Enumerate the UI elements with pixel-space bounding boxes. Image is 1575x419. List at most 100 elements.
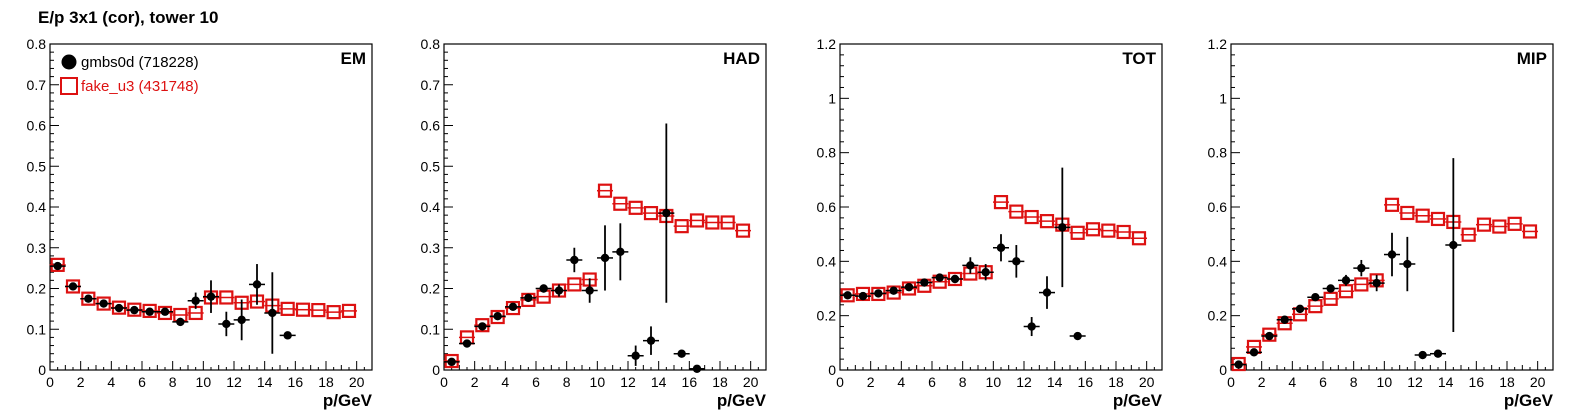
y-tick-label: 0.7 [27, 77, 47, 93]
mc-point [475, 318, 490, 333]
data-point [692, 364, 702, 373]
x-tick-label: 2 [1258, 374, 1266, 390]
y-tick-label: 0.1 [27, 321, 47, 337]
data-point [252, 280, 262, 289]
x-tick-label: 18 [1499, 374, 1515, 390]
data-point [646, 336, 656, 345]
x-tick-label: 0 [440, 374, 448, 390]
data-point [130, 305, 139, 315]
y-tick-label: 0.4 [1208, 253, 1228, 269]
data-point [539, 284, 548, 293]
panel-label: HAD [723, 49, 760, 68]
mc-point [1085, 222, 1101, 237]
data-point [493, 312, 502, 321]
data-point [616, 247, 625, 257]
series-fake-u3 [839, 195, 1147, 303]
y-tick-label: 1 [1219, 90, 1227, 106]
x-tick-label: 16 [1078, 374, 1094, 390]
x-tick-label: 12 [1407, 374, 1423, 390]
x-tick-label: 0 [836, 374, 844, 390]
data-point [874, 289, 883, 298]
panel-mip: 0 2 4 6 8 10 12 14 16 18 20 0 0.2 0.4 0.6 0.8 1 1.2 p/GeV M… [1208, 36, 1554, 410]
mc-point [490, 309, 505, 325]
x-axis-title: p/GeV [323, 391, 373, 410]
x-tick-label: 2 [471, 374, 479, 390]
mc-point [1522, 224, 1538, 239]
y-tick-label: 0 [1219, 362, 1227, 378]
series-gmbs0d [839, 167, 1086, 341]
data-point [1449, 240, 1458, 250]
y-tick-label: 0 [38, 362, 46, 378]
data-point [631, 351, 640, 360]
mc-point [326, 305, 341, 320]
data-point [268, 308, 277, 318]
mc-point [643, 206, 659, 221]
x-tick-label: 14 [1438, 374, 1454, 390]
data-point [1418, 350, 1427, 360]
x-axis-title: p/GeV [1504, 391, 1554, 410]
series-fake-u3 [1230, 197, 1538, 372]
mc-point [1430, 211, 1446, 227]
y-tick-label: 0.2 [421, 281, 441, 297]
x-tick-label: 0 [46, 374, 54, 390]
data-point [145, 307, 154, 316]
x-tick-label: 6 [1319, 374, 1327, 390]
mc-point [735, 223, 751, 238]
data-point [1295, 304, 1305, 314]
mc-point [142, 303, 157, 319]
y-tick-label: 0.8 [421, 36, 441, 52]
x-tick-label: 18 [318, 374, 334, 390]
x-tick-label: 14 [257, 374, 273, 390]
x-tick-label: 18 [712, 374, 728, 390]
mc-point [705, 215, 720, 230]
mc-point [674, 219, 689, 234]
series-gmbs0d [1230, 158, 1462, 369]
mc-point [1070, 225, 1085, 240]
x-tick-label: 10 [1377, 374, 1393, 390]
data-point [966, 261, 975, 270]
y-tick-label: 0.4 [421, 199, 441, 215]
x-tick-label: 10 [986, 374, 1002, 390]
x-tick-label: 8 [1350, 374, 1358, 390]
data-point [1073, 331, 1082, 341]
data-point [1357, 263, 1366, 273]
mc-point [1131, 231, 1147, 246]
panel-label: MIP [1517, 49, 1547, 68]
x-tick-label: 0 [1227, 374, 1235, 390]
mc-point [219, 290, 234, 305]
y-tick-label: 0.6 [27, 118, 47, 134]
x-tick-label: 12 [1016, 374, 1032, 390]
y-tick-label: 0.2 [1208, 308, 1228, 324]
mc-point [1476, 217, 1492, 232]
data-point [1234, 360, 1243, 369]
x-tick-label: 14 [1047, 374, 1063, 390]
y-tick-label: 0.4 [817, 253, 837, 269]
data-point [1387, 250, 1397, 259]
data-point [996, 243, 1006, 252]
x-tick-label: 6 [928, 374, 936, 390]
data-point [191, 296, 200, 305]
x-tick-label: 8 [169, 374, 177, 390]
data-point [1249, 348, 1259, 357]
panel-tot: 0 2 4 6 8 10 12 14 16 18 20 0 0.2 0.4 0.6 0.8 1 1.2 p/GeV T… [817, 36, 1163, 410]
x-tick-label: 12 [620, 374, 636, 390]
x-tick-label: 6 [138, 374, 146, 390]
y-tick-label: 0.6 [421, 118, 441, 134]
x-tick-label: 16 [682, 374, 698, 390]
data-point [570, 255, 579, 265]
data-point [1372, 278, 1381, 288]
mc-point [1384, 197, 1400, 212]
mc-point [1116, 224, 1131, 240]
x-tick-label: 20 [1139, 374, 1155, 390]
data-point [1341, 276, 1351, 285]
data-point [1042, 288, 1052, 297]
data-point [662, 208, 671, 218]
data-point [585, 286, 594, 295]
y-tick-label: 0 [828, 362, 836, 378]
x-tick-label: 10 [590, 374, 606, 390]
mc-point [628, 200, 643, 215]
x-axis-title: p/GeV [1113, 391, 1163, 410]
page-title: E/p 3x1 (cor), tower 10 [38, 8, 219, 27]
mc-point [1507, 216, 1522, 231]
